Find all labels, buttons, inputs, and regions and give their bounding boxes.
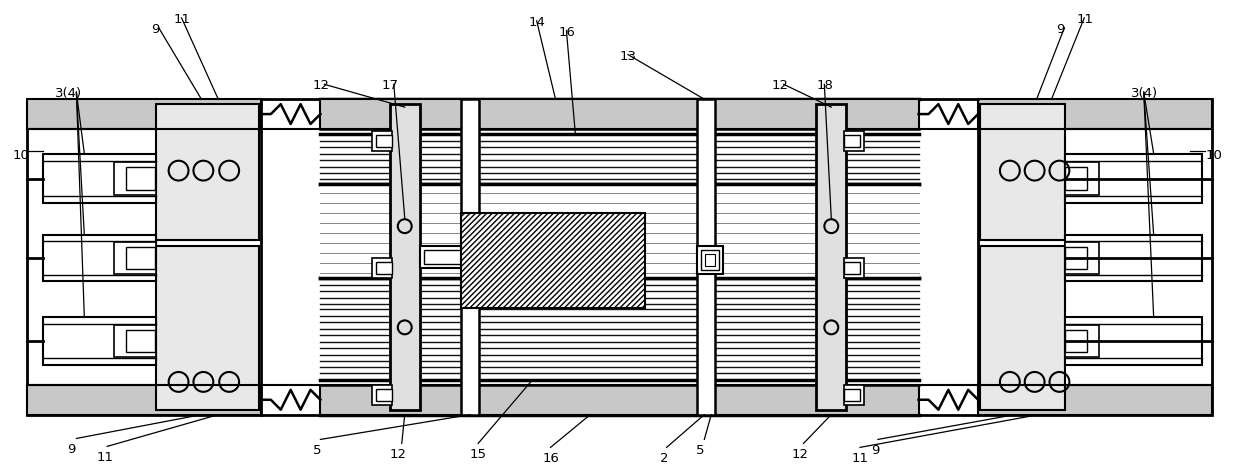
Bar (1066, 330, 1087, 352)
Text: 10: 10 (12, 149, 30, 162)
Bar (705, 254, 715, 266)
Bar (27, 99, 261, 129)
Text: 9: 9 (67, 443, 76, 456)
Bar (1066, 247, 1087, 269)
Bar (817, 104, 846, 410)
Bar (420, 246, 463, 268)
Bar (844, 135, 860, 147)
Text: 12: 12 (792, 448, 809, 461)
Bar (1066, 317, 1202, 365)
Text: 17: 17 (382, 80, 399, 92)
Bar (42, 317, 156, 365)
Bar (156, 104, 259, 240)
Bar (1066, 167, 1087, 190)
Bar (42, 235, 156, 281)
Bar (27, 99, 261, 415)
Text: 16: 16 (543, 453, 560, 465)
Bar (1066, 325, 1099, 357)
Bar (42, 154, 156, 204)
Bar (1066, 154, 1202, 204)
Bar (372, 385, 392, 405)
Text: 14: 14 (529, 16, 545, 29)
Bar (321, 385, 918, 415)
Text: 18: 18 (817, 80, 834, 92)
Text: 2: 2 (659, 453, 668, 465)
Bar (1066, 242, 1099, 274)
Bar (978, 99, 1212, 129)
Text: 11: 11 (97, 451, 113, 464)
Text: 12: 12 (390, 448, 406, 461)
Text: 3(4): 3(4) (1131, 88, 1158, 100)
Text: 12: 12 (312, 80, 330, 92)
Bar (978, 385, 1212, 415)
Bar (375, 262, 392, 274)
Bar (372, 258, 392, 278)
Bar (461, 99, 479, 415)
Bar (1066, 235, 1202, 281)
Bar (1066, 161, 1099, 196)
Text: 10: 10 (1206, 149, 1222, 162)
Bar (980, 104, 1066, 240)
Bar (844, 385, 864, 405)
Text: 13: 13 (620, 50, 637, 63)
Text: 3(4): 3(4) (55, 88, 82, 100)
Bar (156, 246, 259, 410)
Bar (698, 246, 724, 274)
Text: 9: 9 (871, 445, 880, 457)
Bar (844, 258, 864, 278)
Text: 5: 5 (696, 445, 705, 457)
Text: 12: 12 (772, 80, 789, 92)
Text: 15: 15 (470, 448, 486, 461)
Bar (461, 213, 644, 307)
Bar (372, 131, 392, 151)
Bar (126, 167, 155, 190)
Text: 5: 5 (312, 445, 321, 457)
Bar (321, 99, 918, 129)
Bar (375, 135, 392, 147)
Bar (698, 99, 715, 415)
Bar (980, 246, 1066, 410)
Bar (114, 161, 156, 196)
Text: 9: 9 (151, 23, 159, 36)
Text: 16: 16 (559, 26, 575, 39)
Text: 11: 11 (1077, 13, 1093, 26)
Bar (114, 325, 156, 357)
Bar (27, 385, 261, 415)
Bar (114, 242, 156, 274)
Text: 11: 11 (173, 13, 191, 26)
Bar (844, 262, 860, 274)
Text: 9: 9 (1057, 23, 1064, 36)
Bar (126, 330, 155, 352)
Bar (844, 389, 860, 401)
Bar (424, 250, 462, 264)
Bar (390, 104, 420, 410)
Bar (126, 247, 155, 269)
Text: 11: 11 (851, 453, 869, 465)
Bar (321, 183, 918, 278)
Bar (978, 99, 1212, 415)
Bar (375, 389, 392, 401)
Bar (844, 131, 864, 151)
Bar (701, 250, 719, 270)
